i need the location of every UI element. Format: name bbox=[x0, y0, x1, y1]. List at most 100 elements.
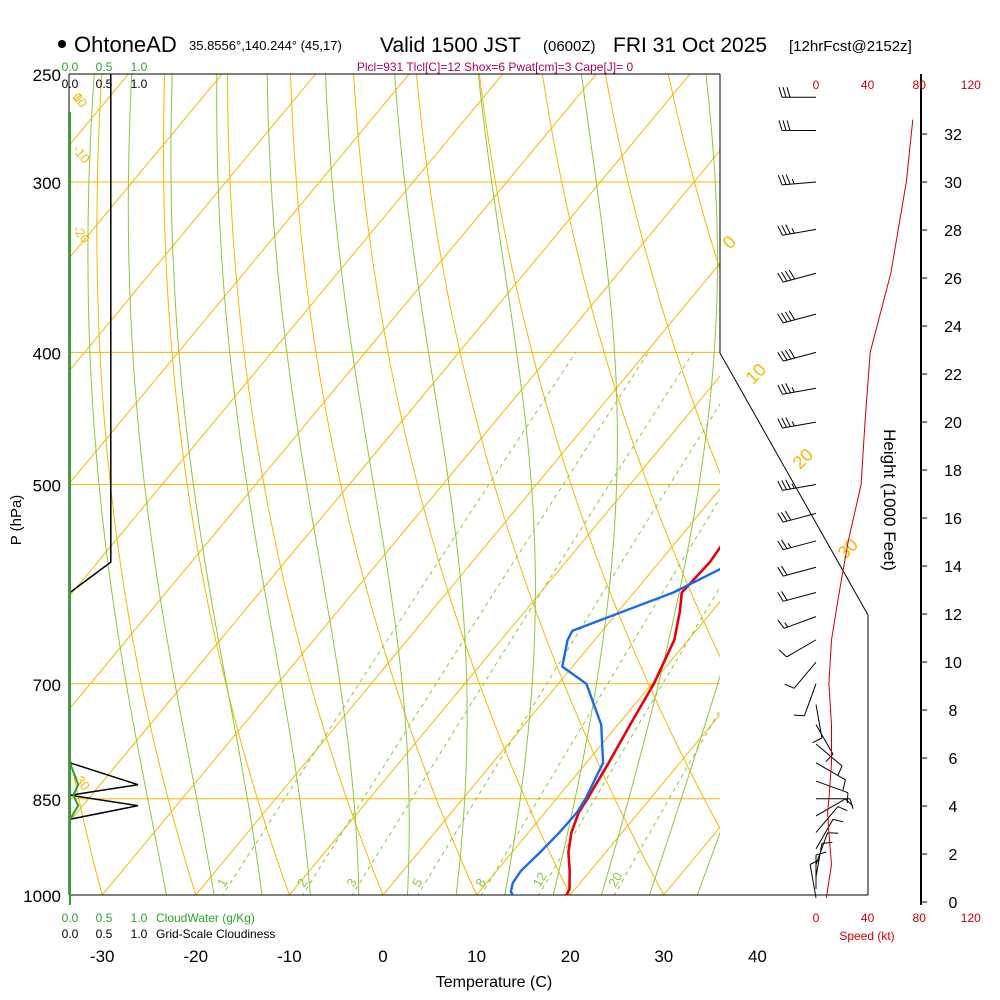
speed-tick-label-top: 0 bbox=[813, 78, 820, 92]
dry-adiabat-line bbox=[163, 74, 290, 895]
height-tick-label: 2 bbox=[949, 847, 958, 864]
height-tick-label: 10 bbox=[944, 655, 962, 672]
wind-barb bbox=[777, 510, 817, 523]
moist-adiabat-line bbox=[266, 74, 360, 895]
height-tick-label: 24 bbox=[944, 319, 962, 336]
temperature-tick-label: 0 bbox=[378, 947, 387, 966]
isotherm-line bbox=[195, 262, 720, 895]
speed-tick-label-top: 80 bbox=[913, 78, 927, 92]
height-tick-label: 26 bbox=[944, 271, 962, 288]
cloudwater-tick-bottom: 0.0 bbox=[62, 911, 79, 925]
moist-label: 20 bbox=[789, 445, 817, 473]
mixing-ratio-line bbox=[302, 352, 649, 895]
moist-adiabat-line bbox=[324, 74, 410, 895]
cloudwater-label: CloudWater (g/Kg) bbox=[156, 911, 255, 925]
pressure-tick-label: 1000 bbox=[23, 887, 61, 906]
moist-adiabat-line bbox=[216, 74, 311, 895]
dry-adiabat-line bbox=[227, 74, 384, 895]
cloudiness-profile bbox=[69, 74, 139, 901]
wind-barb bbox=[815, 851, 827, 890]
frame-right bbox=[719, 74, 869, 895]
cloudwater-tick-top: 1.0 bbox=[131, 60, 148, 74]
wind-barb bbox=[777, 616, 817, 629]
cloudwater-tick-top: 0.5 bbox=[96, 60, 113, 74]
speed-tick-label-top: 120 bbox=[961, 78, 981, 92]
wind-barb bbox=[815, 806, 848, 833]
pressure-tick-label: 850 bbox=[33, 791, 61, 810]
dry-adiabat-line bbox=[352, 74, 571, 895]
dry-adiabat-line bbox=[289, 74, 478, 895]
wind-barb bbox=[815, 724, 834, 763]
dewpoint-profile bbox=[509, 567, 720, 895]
isotherm-line bbox=[101, 149, 720, 895]
height-tick-label: 0 bbox=[949, 895, 958, 912]
cloudwater-tick-bottom: 1.0 bbox=[131, 911, 148, 925]
mixing-ratio-line bbox=[351, 352, 694, 895]
temperature-profile bbox=[564, 545, 720, 895]
speed-tick-label-top: 40 bbox=[861, 78, 875, 92]
height-axis-label: Height (1000 Feet) bbox=[880, 429, 899, 571]
wind-barb bbox=[815, 780, 849, 804]
valid-time: Valid 1500 JST bbox=[380, 34, 521, 57]
cloudiness-tick-top: 1.0 bbox=[131, 77, 148, 91]
wind-barb bbox=[777, 224, 817, 236]
height-tick-label: 22 bbox=[944, 367, 962, 384]
isotherm-line bbox=[69, 74, 317, 372]
wind-barb bbox=[777, 539, 817, 551]
height-tick-label: 8 bbox=[949, 703, 958, 720]
pressure-tick-label: 400 bbox=[33, 344, 61, 363]
wind-barb bbox=[777, 591, 817, 602]
height-tick-label: 20 bbox=[944, 415, 962, 432]
valid-date: FRI 31 Oct 2025 bbox=[613, 34, 767, 57]
wind-barb bbox=[777, 310, 817, 324]
moist-label: 10 bbox=[742, 360, 770, 388]
moist-adiabat-line bbox=[394, 74, 468, 895]
pressure-tick-label: 250 bbox=[33, 66, 61, 85]
mixing-ratio-label: 12 bbox=[530, 870, 550, 890]
surface-dewpoint-dot bbox=[518, 893, 524, 895]
mixing-ratio-line bbox=[417, 403, 720, 895]
y-axis-label: P (hPa) bbox=[8, 495, 25, 546]
isotherm-line bbox=[569, 713, 720, 895]
wind-panel bbox=[777, 87, 914, 899]
cloud-panel: 0.0 0.0 0.5 0.5 1.0 1.0 0.0 0.0 0.5 0.5 1.0 1.0 bbox=[62, 60, 148, 941]
temperature-tick-label: 10 bbox=[467, 947, 486, 966]
dry-adiabat-line bbox=[541, 74, 720, 658]
isotherm-line bbox=[69, 74, 504, 598]
height-tick-label: 30 bbox=[944, 175, 962, 192]
mixing-ratio-line bbox=[222, 352, 577, 895]
temperature-tick-label: 30 bbox=[654, 947, 673, 966]
x-axis-label: Temperature (C) bbox=[436, 974, 552, 991]
cloudiness-tick-bottom: 1.0 bbox=[131, 927, 148, 941]
wind-barb bbox=[815, 743, 843, 776]
dry-adiabat-line bbox=[478, 74, 720, 830]
wind-barb bbox=[777, 348, 817, 362]
wind-barb bbox=[815, 798, 854, 809]
height-tick-label: 14 bbox=[944, 559, 962, 576]
pressure-tick-label: 700 bbox=[33, 676, 61, 695]
dry-adiabat-label: -20 bbox=[70, 222, 93, 246]
wind-barb bbox=[815, 818, 844, 850]
moist-adiabat-line bbox=[170, 74, 263, 895]
mixing-ratio-label: 3 bbox=[343, 876, 360, 890]
moist-adiabat-line bbox=[696, 831, 720, 895]
wind-barb bbox=[777, 174, 817, 186]
moist-adiabat-line bbox=[600, 74, 718, 895]
temperature-tick-label: -30 bbox=[90, 947, 115, 966]
mixing-ratio-label: 1 bbox=[214, 876, 231, 890]
cloudiness-tick-bottom: 0.5 bbox=[96, 927, 113, 941]
wind-barb bbox=[778, 639, 817, 658]
forecast-info: [12hrFcst@2152z] bbox=[789, 38, 912, 55]
isotherm-line bbox=[69, 74, 691, 823]
surface-temperature-dot bbox=[562, 893, 568, 895]
height-tick-label: 28 bbox=[944, 223, 962, 240]
moist-label: 30 bbox=[834, 535, 862, 563]
moist-adiabat-line bbox=[477, 74, 536, 895]
mixing-ratio-line bbox=[480, 497, 720, 895]
isotherm-line bbox=[69, 74, 130, 147]
pressure-tick-label: 500 bbox=[33, 477, 61, 496]
height-tick-label: 32 bbox=[944, 127, 962, 144]
wind-barb bbox=[793, 683, 817, 717]
